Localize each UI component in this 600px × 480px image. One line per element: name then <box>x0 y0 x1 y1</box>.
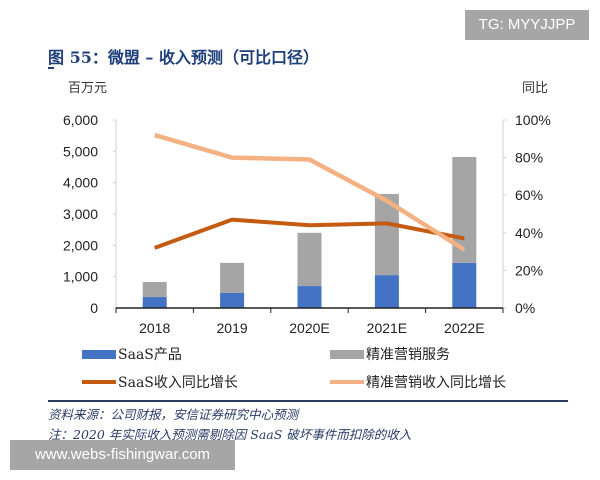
y-axis-right-label: 同比 <box>522 81 548 96</box>
y-left-tick-label: 2,000 <box>63 237 98 253</box>
bar-marketing <box>142 281 167 298</box>
y-left-tick-label: 5,000 <box>63 143 98 159</box>
legend-label: SaaS产品 <box>118 347 182 363</box>
watermark-bottom: www.webs-fishingwar.com <box>10 440 235 470</box>
bar-saas <box>142 297 167 308</box>
y-left-tick-label: 0 <box>90 300 98 316</box>
y-right-tick-label: 80% <box>515 150 543 166</box>
legend-swatch <box>82 380 116 384</box>
bar-marketing <box>220 262 245 293</box>
legend-label: 精准营销收入同比增长 <box>366 375 506 391</box>
legend-item-saas-growth: SaaS收入同比增长 <box>82 372 238 392</box>
bar-marketing <box>297 232 322 287</box>
legend-label: SaaS收入同比增长 <box>118 375 238 391</box>
y-right-tick-label: 0% <box>515 300 535 316</box>
y-left-tick-label: 4,000 <box>63 175 98 191</box>
legend-swatch <box>330 349 364 359</box>
y-right-tick-label: 20% <box>515 262 543 278</box>
x-tick-label: 2022E <box>444 320 484 336</box>
bar-saas <box>220 292 245 308</box>
x-tick-label: 2018 <box>139 320 170 336</box>
legend-item-saas: SaaS产品 <box>82 344 182 364</box>
legend-item-marketing: 精准营销服务 <box>330 344 450 364</box>
legend-item-marketing-growth: 精准营销收入同比增长 <box>330 372 506 392</box>
divider <box>48 400 568 402</box>
bar-saas <box>297 286 322 308</box>
chart-title: 图 55：微盟 – 收入预测（可比口径） <box>48 48 319 67</box>
legend-swatch <box>82 349 116 359</box>
source-note: 资料来源：公司财报，安信证券研究中心预测 <box>48 407 299 422</box>
y-left-tick-label: 6,000 <box>63 112 98 128</box>
x-tick-label: 2020E <box>289 320 329 336</box>
y-left-tick-label: 1,000 <box>63 269 98 285</box>
watermark-top: TG: MYYJJPP <box>465 10 589 40</box>
footnote: 注：2020 年实际收入预测需剔除因 SaaS 破坏事件而扣除的收入 <box>48 427 412 442</box>
y-right-tick-label: 40% <box>515 225 543 241</box>
bar-saas <box>452 262 477 308</box>
x-tick-label: 2021E <box>367 320 407 336</box>
y-axis-left-label: 百万元 <box>68 81 107 96</box>
chart: 百万元 同比 0 1,000 2,000 3,000 4,000 5,000 6,000 0% 20… <box>63 81 551 336</box>
legend-label: 精准营销服务 <box>366 347 450 363</box>
legend-swatch <box>330 380 364 384</box>
bar-saas <box>374 275 399 308</box>
title-rule <box>48 67 54 69</box>
x-tick-label: 2019 <box>217 320 248 336</box>
y-right-tick-label: 100% <box>515 112 551 128</box>
y-left-tick-label: 3,000 <box>63 206 98 222</box>
y-right-tick-label: 60% <box>515 187 543 203</box>
